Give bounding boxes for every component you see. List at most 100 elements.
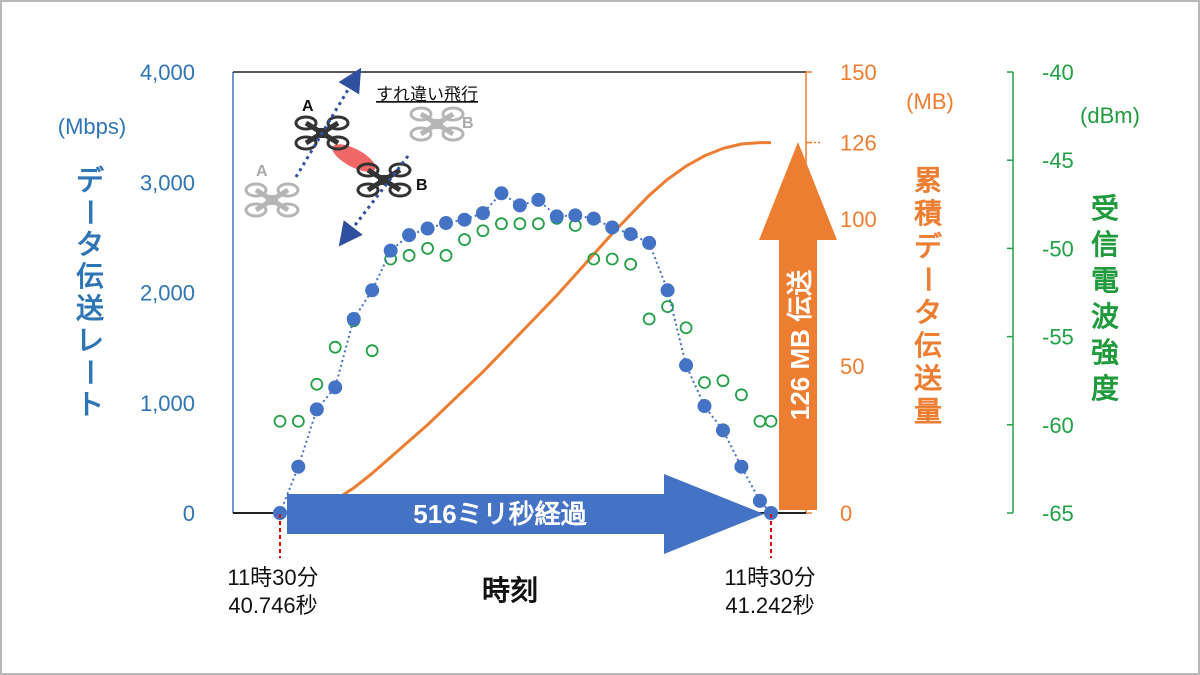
right2-tick-label: -60 [1042, 413, 1074, 438]
x-axis: 11時30分 40.746秒 11時30分 41.242秒 時刻 [227, 514, 816, 618]
drone-b-path-arrow [338, 155, 410, 247]
rate-point [346, 311, 361, 326]
right2-tick-label: -45 [1042, 148, 1074, 173]
left-tick-label: 4,000 [140, 60, 195, 85]
transfer-arrow: 126 MB 伝送 [759, 142, 837, 510]
rate-point [764, 506, 778, 520]
rate-point [512, 198, 527, 213]
signal-point [531, 217, 545, 231]
right1-axis-title-char: タ [914, 297, 942, 328]
right2-tick-label: -65 [1042, 501, 1074, 526]
x-axis-title: 時刻 [482, 574, 538, 606]
signal-point [402, 249, 416, 262]
right2-axis-title-char: 電 [1091, 265, 1119, 296]
signal-point [365, 344, 379, 358]
left-axis-title-char: 伝 [76, 261, 104, 292]
x-end-label-seconds: 41.242秒 [725, 593, 814, 618]
x-start-label-seconds: 40.746秒 [228, 593, 317, 618]
signal-point [698, 376, 711, 389]
signal-point [458, 233, 471, 246]
left-tick-label: 2,000 [140, 281, 195, 306]
right2-axis-title-char: 度 [1091, 373, 1119, 404]
signal-point [291, 414, 305, 428]
left-axis-title-char: 送 [76, 293, 104, 324]
rate-point [402, 228, 417, 243]
signal-point [624, 257, 638, 271]
rate-line [279, 192, 772, 514]
left-axis-title-char: ト [76, 389, 104, 420]
elapsed-time-arrow: 516ミリ秒経過 [287, 474, 764, 554]
right1-axis-title-char: ー [912, 265, 943, 293]
left-tick-label: 3,000 [140, 170, 195, 195]
right1-axis-title-char: 積 [914, 198, 942, 229]
signal-point [476, 224, 490, 238]
rate-point [679, 358, 694, 373]
rate-point [328, 380, 343, 395]
transfer-label: 126 MB 伝送 [785, 270, 815, 420]
drone-a-label: A [302, 98, 314, 115]
rate-point [439, 216, 454, 231]
drone-b-end-label: B [462, 115, 474, 132]
right2-axis-title-char: 受 [1091, 193, 1119, 224]
rate-point [309, 402, 324, 417]
drone-a-start-label: A [256, 163, 268, 180]
right1-axis-unit: (MB) [906, 89, 954, 114]
right1-axis-title-char: 累 [914, 165, 942, 196]
left-axis-title-char: レ [76, 325, 104, 356]
right1-axis-title-char: デ [914, 230, 943, 262]
signal-point [273, 414, 287, 428]
rate-point [549, 209, 564, 224]
rate-point [273, 506, 287, 520]
left-tick-label: 0 [183, 501, 195, 526]
left-axis-title-char: デ [76, 164, 105, 196]
signal-point [587, 252, 601, 266]
signal-point [642, 312, 656, 326]
signal-point [328, 340, 342, 354]
right1-axis-title-char: 伝 [914, 330, 942, 361]
rate-point [420, 221, 435, 236]
rate-point [365, 283, 380, 298]
rate-point [715, 423, 730, 438]
left-axis-unit: (Mbps) [58, 114, 126, 139]
drone-b-label: B [416, 177, 428, 194]
flight-label: すれ違い飛行 [376, 85, 478, 104]
right2-axis-title-char: 波 [1091, 301, 1120, 332]
signal-point [495, 217, 508, 231]
right1-axis-title-char: 量 [914, 396, 942, 427]
rate-point [642, 235, 657, 250]
flight-illustration: A B A B すれ違い飛行 [246, 67, 478, 247]
rate-point [752, 493, 767, 508]
signal-point [679, 321, 693, 335]
signal-point [513, 217, 527, 231]
drone-b-end-icon [411, 108, 463, 140]
rate-point [697, 399, 712, 414]
rate-point [586, 211, 601, 226]
rate-point [660, 283, 675, 298]
left-tick-label: 1,000 [140, 391, 195, 416]
signal-point [661, 300, 674, 314]
left-axis-title-char: タ [76, 229, 104, 260]
signal-point [764, 414, 778, 428]
rate-point [531, 192, 546, 207]
right2-axis-title-char: 強 [1091, 337, 1119, 368]
right2-axis-unit: (dBm) [1080, 103, 1140, 128]
rate-point [494, 186, 509, 201]
signal-point [753, 414, 767, 428]
signal-point [735, 388, 748, 402]
signal-point [421, 241, 434, 255]
right1-tick-label: 126 [840, 131, 877, 156]
rate-point [623, 227, 638, 242]
signal-point [310, 377, 324, 391]
left-axis-title-char: ー [74, 358, 105, 386]
x-start-label-time: 11時30分 [227, 565, 318, 590]
rate-point [383, 243, 398, 258]
right2-tick-label: -40 [1042, 60, 1074, 85]
right1-axis-title-char: 送 [914, 363, 942, 394]
signal-point [439, 249, 453, 262]
right2-axis-title-char: 信 [1091, 229, 1119, 260]
rate-point [475, 206, 490, 221]
